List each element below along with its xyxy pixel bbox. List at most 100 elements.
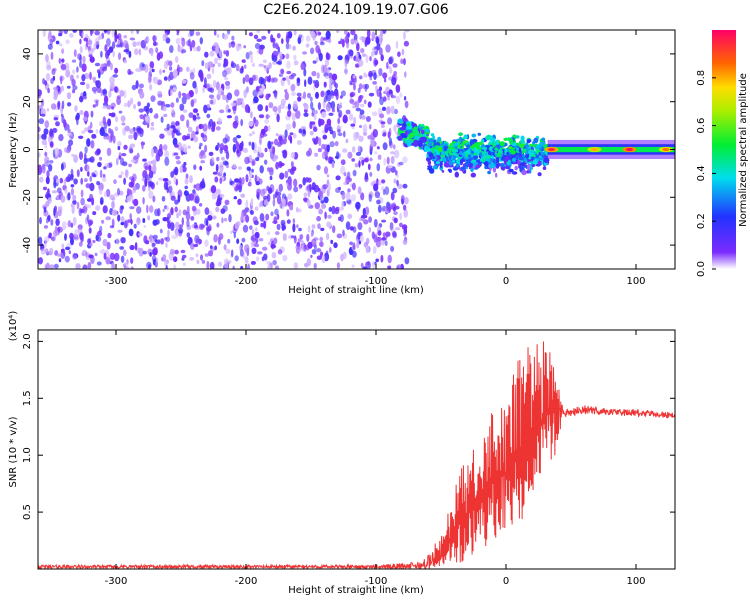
heat-cell	[136, 206, 142, 214]
heat-cell	[192, 80, 197, 89]
heat-cell	[173, 256, 178, 263]
heat-cell	[68, 250, 72, 255]
heat-cell	[296, 80, 301, 87]
heat-cell	[412, 126, 418, 134]
heat-cell	[155, 260, 159, 267]
heat-cell	[218, 261, 223, 267]
heat-cell	[149, 107, 153, 114]
heat-cell	[53, 86, 58, 91]
heat-cell	[396, 173, 399, 179]
heat-cell	[510, 150, 516, 155]
heat-cell	[76, 74, 79, 79]
heat-cell	[271, 141, 274, 145]
heat-cell	[84, 146, 88, 154]
heat-cell	[61, 221, 67, 231]
heat-cell	[312, 60, 317, 64]
heat-cell	[102, 173, 106, 178]
heat-cell	[157, 100, 163, 106]
heat-cell	[489, 164, 495, 169]
heat-cell	[343, 30, 348, 35]
heat-cell	[99, 197, 104, 205]
heat-cell	[287, 110, 292, 117]
heat-cell	[76, 169, 80, 178]
heat-cell	[44, 156, 50, 164]
heat-cell	[247, 181, 252, 187]
heat-cell	[98, 35, 103, 40]
heat-cell	[85, 183, 91, 189]
heat-cell	[345, 175, 350, 185]
heat-cell	[306, 199, 311, 207]
heat-cell	[337, 55, 343, 61]
heat-cell	[280, 68, 285, 74]
heat-cell	[206, 73, 212, 80]
heat-cell	[129, 97, 134, 105]
heat-cell	[351, 158, 356, 162]
heat-cell	[174, 206, 178, 213]
heat-cell	[337, 128, 341, 133]
heat-cell	[309, 130, 314, 136]
heat-cell	[71, 205, 75, 215]
heat-cell	[79, 54, 82, 63]
heat-cell	[376, 146, 380, 150]
heat-cell	[243, 64, 247, 69]
heat-cell	[147, 186, 151, 192]
heat-cell	[55, 178, 61, 184]
heat-cell	[390, 166, 396, 173]
heat-cell	[464, 157, 469, 160]
heat-cell	[136, 152, 140, 159]
heat-cell	[46, 170, 50, 178]
heat-cell	[181, 143, 187, 153]
heat-cell	[89, 156, 95, 163]
heat-cell	[42, 30, 46, 37]
heat-cell	[379, 47, 383, 56]
heat-cell	[317, 102, 321, 111]
heat-cell	[103, 30, 108, 33]
heat-cell	[163, 76, 168, 81]
heat-cell	[86, 138, 91, 147]
heat-cell	[304, 79, 307, 88]
heat-cell	[271, 251, 277, 259]
heat-cell	[350, 81, 355, 86]
heat-cell	[189, 257, 194, 261]
heat-cell	[147, 215, 151, 221]
heat-cell	[386, 206, 392, 212]
heat-cell	[381, 237, 387, 241]
heat-cell	[151, 148, 155, 158]
heat-cell	[213, 79, 217, 88]
heat-cell	[329, 247, 332, 253]
heat-cell	[316, 164, 321, 171]
heat-cell	[469, 164, 473, 168]
heat-cell	[201, 178, 205, 185]
heat-cell	[349, 113, 354, 121]
heat-cell	[399, 92, 403, 98]
heat-cell	[102, 238, 108, 247]
heat-cell	[500, 162, 505, 168]
heat-cell	[470, 167, 474, 172]
heat-cell	[315, 56, 319, 63]
heat-cell	[330, 239, 334, 244]
heat-cell	[331, 73, 338, 81]
heat-cell	[248, 141, 252, 146]
heat-cell	[79, 38, 82, 45]
heat-cell	[357, 87, 361, 94]
heat-cell	[229, 230, 233, 234]
heat-cell	[451, 141, 456, 144]
heat-cell	[206, 260, 210, 269]
heat-cell	[310, 231, 314, 237]
heat-cell	[65, 69, 71, 78]
heat-cell	[178, 146, 183, 150]
heat-cell	[251, 168, 254, 173]
heat-cell	[89, 175, 93, 182]
heat-cell	[293, 30, 297, 36]
heat-cell	[313, 126, 318, 132]
heat-cell	[133, 156, 138, 160]
heat-cell	[82, 116, 88, 122]
heat-cell	[355, 56, 360, 62]
heat-cell	[387, 265, 392, 269]
heat-cell	[260, 128, 266, 135]
heat-cell	[363, 219, 369, 225]
heat-cell	[318, 52, 323, 62]
heat-cell	[296, 224, 299, 229]
heat-cell	[120, 171, 124, 176]
heat-cell	[196, 259, 200, 265]
